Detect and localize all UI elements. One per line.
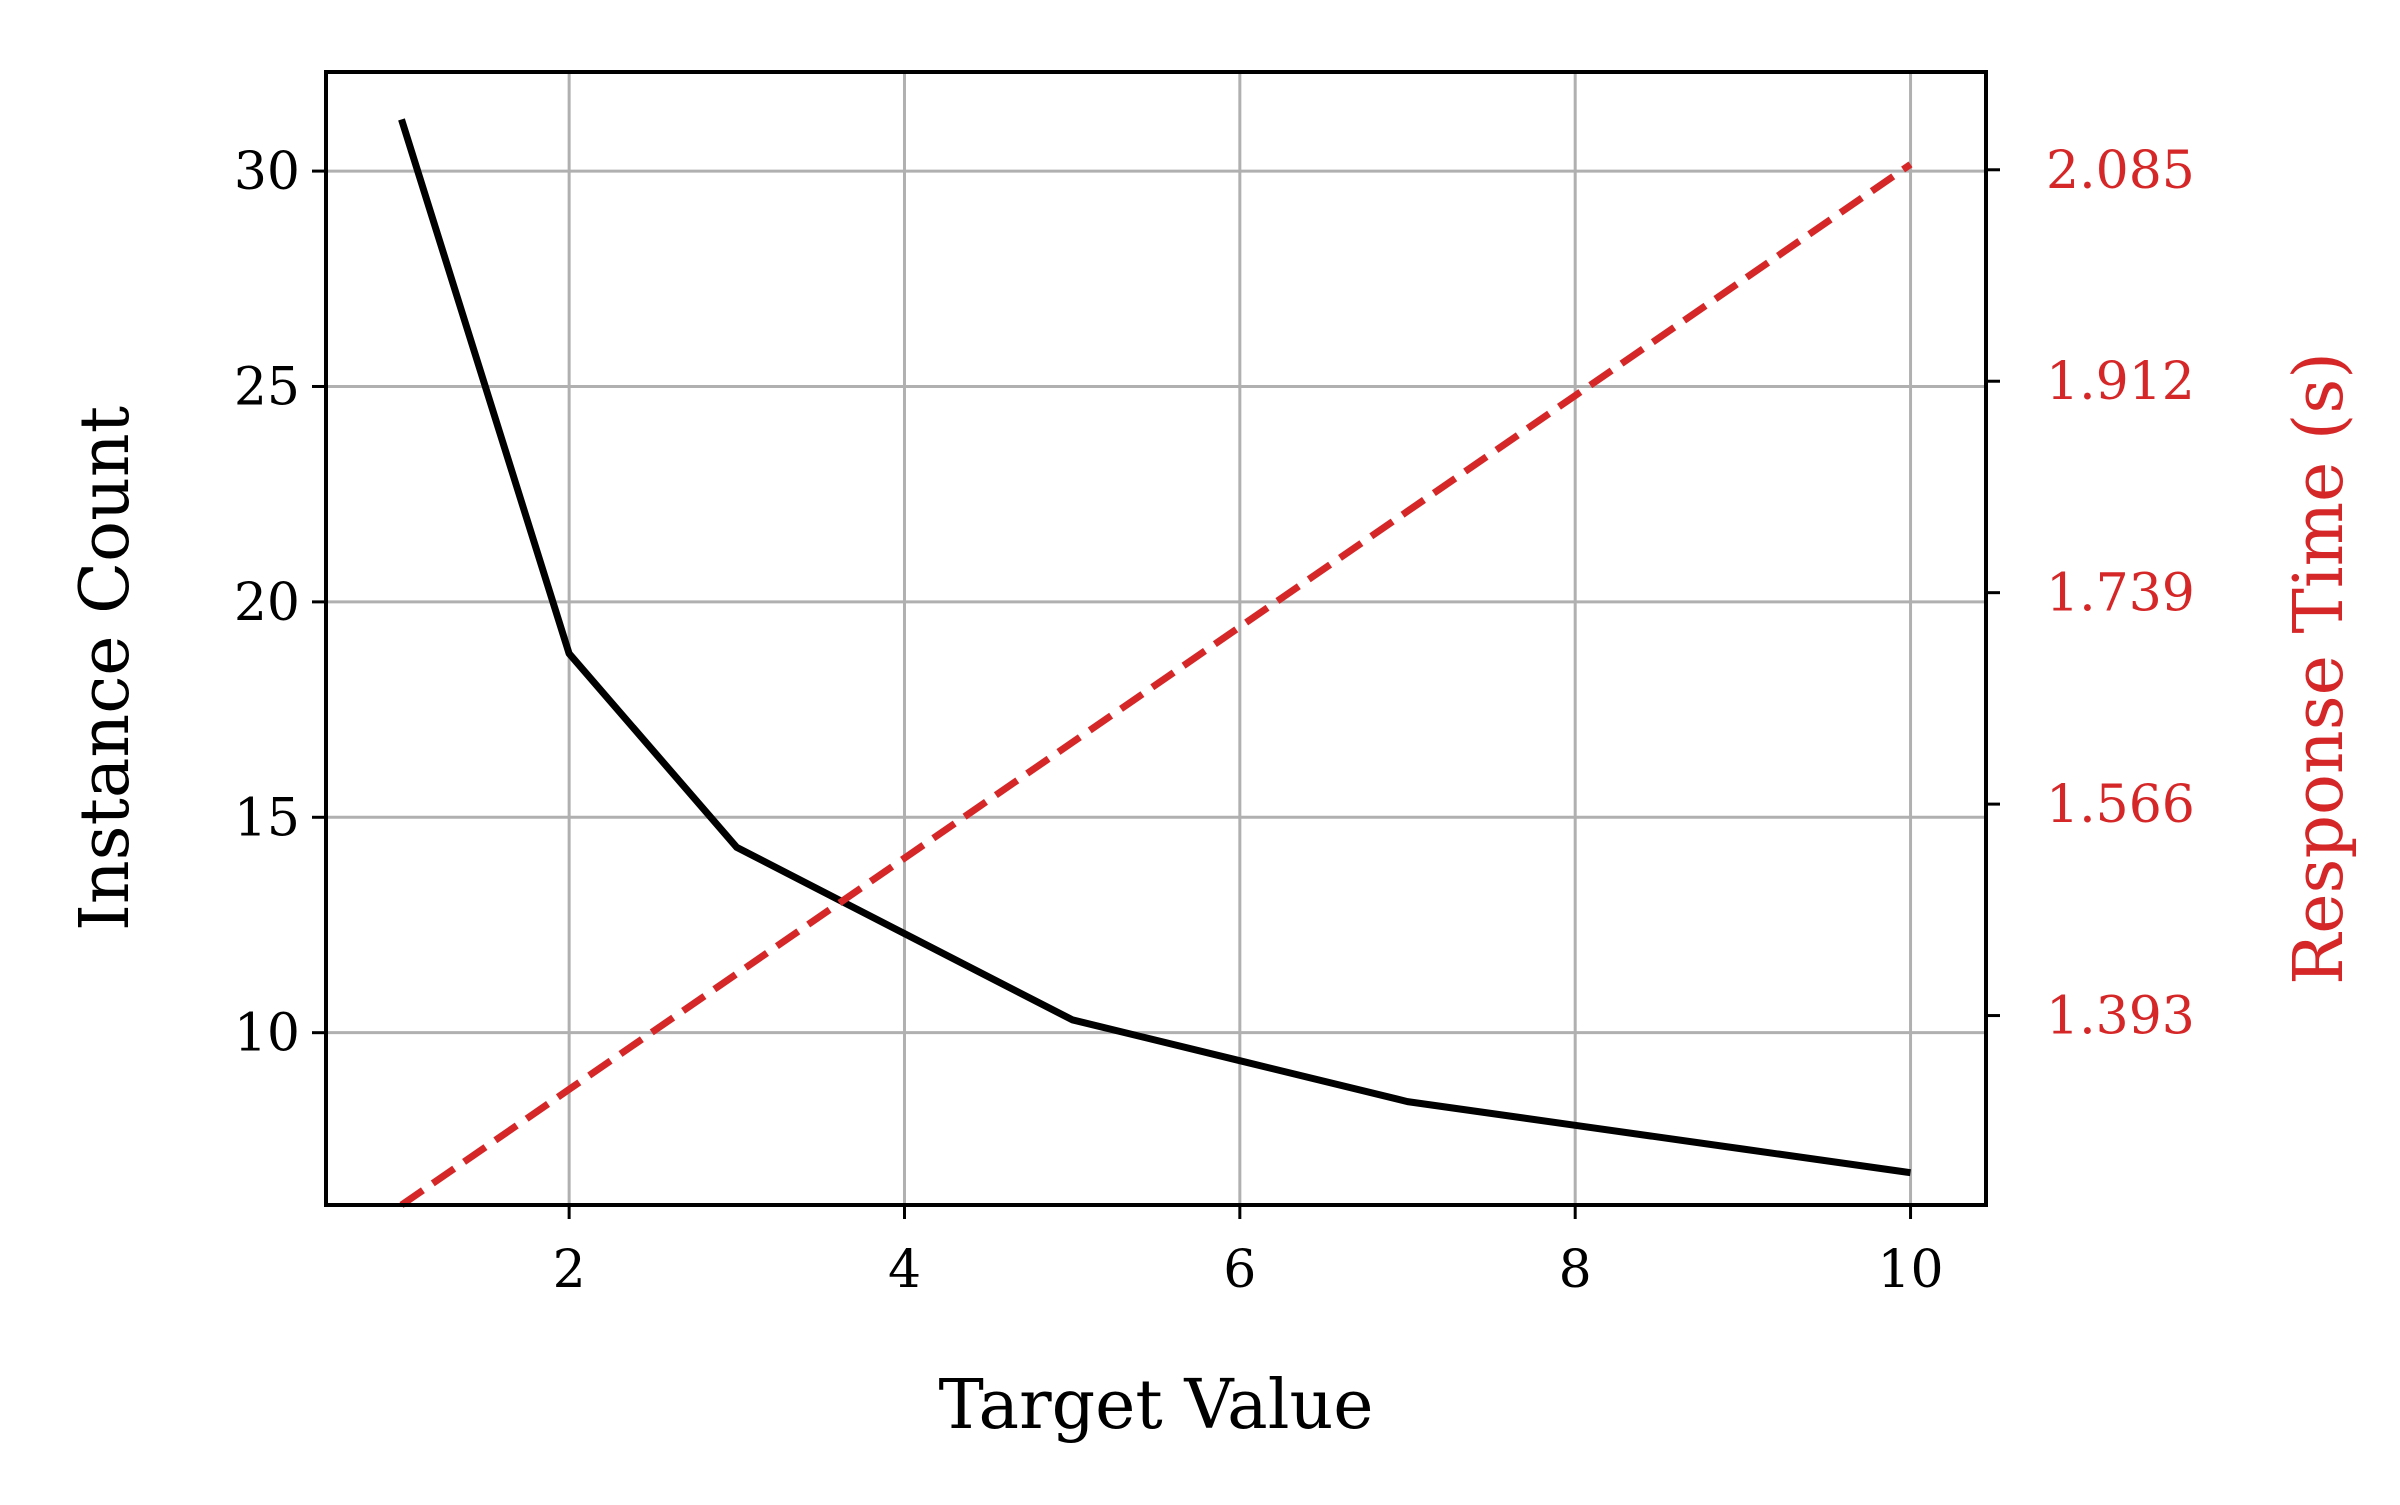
- series-layer: [398, 118, 1913, 1208]
- y-left-tick-label: 30: [234, 142, 300, 202]
- y-right-tick-label: 1.912: [2046, 352, 2195, 412]
- y-axis-left-label: Instance Count: [66, 406, 145, 931]
- y-axis-right-label: Response Time (s): [2280, 352, 2359, 985]
- instance-count-line: [398, 118, 1911, 1177]
- x-tick-label: 8: [1559, 1240, 1592, 1300]
- plot-frame: [324, 70, 1988, 1207]
- y-left-tick-label: 20: [234, 573, 300, 633]
- y-right-tick-label: 2.085: [2046, 141, 2195, 201]
- y-right-tick-label: 1.393: [2046, 987, 2195, 1047]
- ticks: 2 4 6 8 10 10 15 20 25 30 1.393 1.566 1.739 1.912 2.08…: [234, 141, 2195, 1300]
- x-tick-label: 10: [1877, 1240, 1943, 1300]
- y-right-tick-label: 1.739: [2046, 564, 2195, 624]
- x-tick-label: 4: [888, 1240, 921, 1300]
- y-left-tick-label: 15: [234, 788, 300, 848]
- y-left-tick-label: 25: [234, 357, 300, 417]
- x-tick-label: 6: [1223, 1240, 1256, 1300]
- x-tick-label: 2: [553, 1240, 586, 1300]
- y-left-tick-label: 10: [234, 1004, 300, 1064]
- response-time-line: [399, 161, 1913, 1208]
- x-axis-label: Target Value: [938, 1366, 1373, 1445]
- grid: [326, 72, 1986, 1205]
- y-right-tick-label: 1.566: [2046, 775, 2195, 835]
